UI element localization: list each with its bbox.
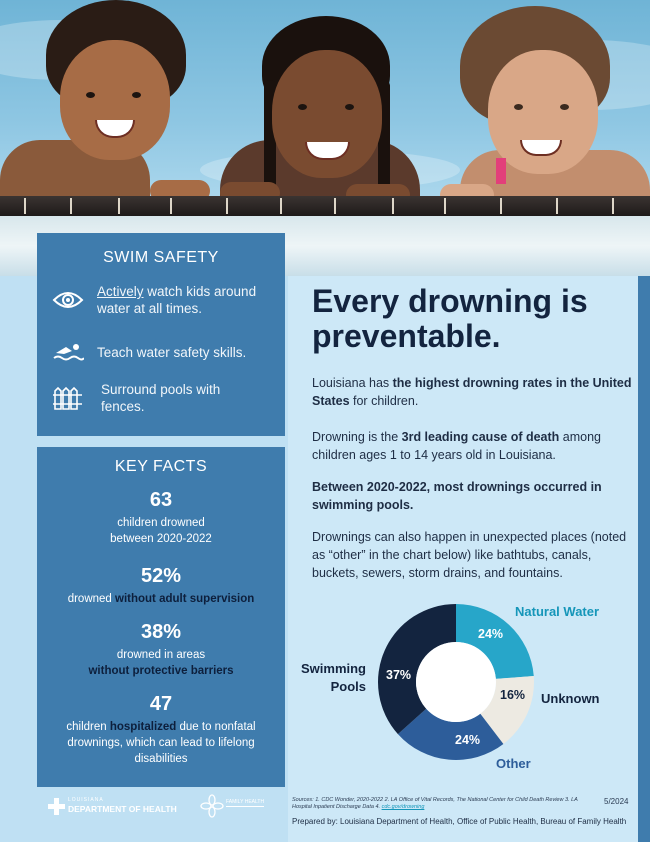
child-middle	[200, 0, 440, 210]
sources-link[interactable]: cdc.gov/drowning	[381, 804, 425, 810]
legend-unknown: Unknown	[541, 691, 600, 706]
ldh-logo: LOUISIANA DEPARTMENT OF HEALTH	[48, 797, 178, 817]
ldh-logo-text: DEPARTMENT OF HEALTH	[68, 804, 177, 814]
slice-natural-water	[456, 604, 534, 679]
key-facts-panel: KEY FACTS 63 children drowned between 20…	[37, 447, 285, 787]
eye-icon	[51, 285, 85, 315]
safety-item-skills-text: Teach water safety skills.	[97, 344, 247, 360]
safety-item-watch: Actively watch kids around water at all …	[51, 283, 279, 317]
fact-description: children drowned between 2020-2022	[110, 517, 212, 545]
swim-safety-panel: SWIM SAFETY Actively watch kids around w…	[37, 233, 285, 436]
page-headline: Every drowning is preventable.	[312, 283, 588, 354]
child-left	[0, 0, 220, 202]
fact-description: children hospitalized due to nonfatal dr…	[66, 721, 256, 765]
swim-safety-title: SWIM SAFETY	[103, 249, 219, 266]
drowning-location-donut-chart	[378, 604, 534, 760]
child-right	[430, 0, 650, 210]
slice-label-unknown: 16%	[500, 688, 526, 702]
fact-number: 52%	[140, 565, 182, 587]
family-health-logo: FAMILY HEALTH	[200, 794, 280, 820]
fact-no-supervision: 52% drowned without adult supervision	[37, 565, 285, 607]
paragraph-leading-cause: Drowning is the 3rd leading cause of dea…	[312, 430, 602, 462]
slice-other	[397, 708, 504, 760]
fact-children-drowned: 63 children drowned between 2020-2022	[37, 489, 285, 547]
slice-swimming-pools	[378, 604, 456, 735]
flower-icon	[200, 794, 224, 818]
paragraph-highest-rates: Louisiana has the highest drowning rates…	[312, 376, 632, 408]
key-facts-title: KEY FACTS	[114, 458, 208, 475]
safety-item-watch-text: Actively watch kids around water at all …	[97, 284, 257, 316]
fact-no-barriers: 38% drowned in areas without protective b…	[37, 621, 285, 679]
paragraph-unexpected-places: Drownings can also happen in unexpected …	[312, 530, 627, 580]
safety-item-fence: Surround pools with fences.	[51, 381, 279, 415]
fence-icon	[51, 383, 85, 413]
fact-description: drowned without adult supervision	[67, 593, 255, 605]
hero-photo	[0, 0, 650, 276]
legend-swimming-pools: Swimming Pools	[300, 661, 366, 694]
fact-number: 38%	[140, 621, 182, 643]
safety-item-fence-text: Surround pools with fences.	[101, 382, 221, 414]
slice-label-natural-water: 24%	[478, 627, 504, 641]
swimmer-icon	[51, 337, 85, 367]
fact-number: 47	[149, 693, 173, 715]
right-edge-bar	[638, 276, 650, 842]
legend-other: Other	[496, 756, 531, 771]
paragraph-swimming-pools: Between 2020-2022, most drownings occurr…	[312, 480, 602, 512]
publication-date: 5/2024	[604, 797, 629, 806]
legend-natural-water: Natural Water	[515, 604, 600, 619]
sources-text: Sources: 1. CDC Wonder, 2020-2022 2. LA …	[292, 797, 578, 810]
family-health-text: FAMILY HEALTH	[226, 799, 265, 807]
pool-edge-rail	[0, 196, 650, 216]
slice-label-swimming-pools: 37%	[386, 668, 412, 682]
slice-unknown	[480, 675, 534, 744]
fact-hospitalized: 47 children hospitalized due to nonfatal…	[37, 693, 285, 767]
ldh-cross-icon	[48, 798, 65, 815]
slice-label-other: 24%	[455, 733, 481, 747]
prepared-by: Prepared by: Louisiana Department of Hea…	[292, 817, 627, 826]
fact-description: drowned in areas without protective barri…	[88, 649, 234, 677]
ldh-logo-small-text: LOUISIANA	[68, 797, 104, 803]
fact-number: 63	[149, 489, 173, 511]
donut-hole	[416, 642, 496, 722]
safety-item-skills: Teach water safety skills.	[51, 337, 279, 367]
